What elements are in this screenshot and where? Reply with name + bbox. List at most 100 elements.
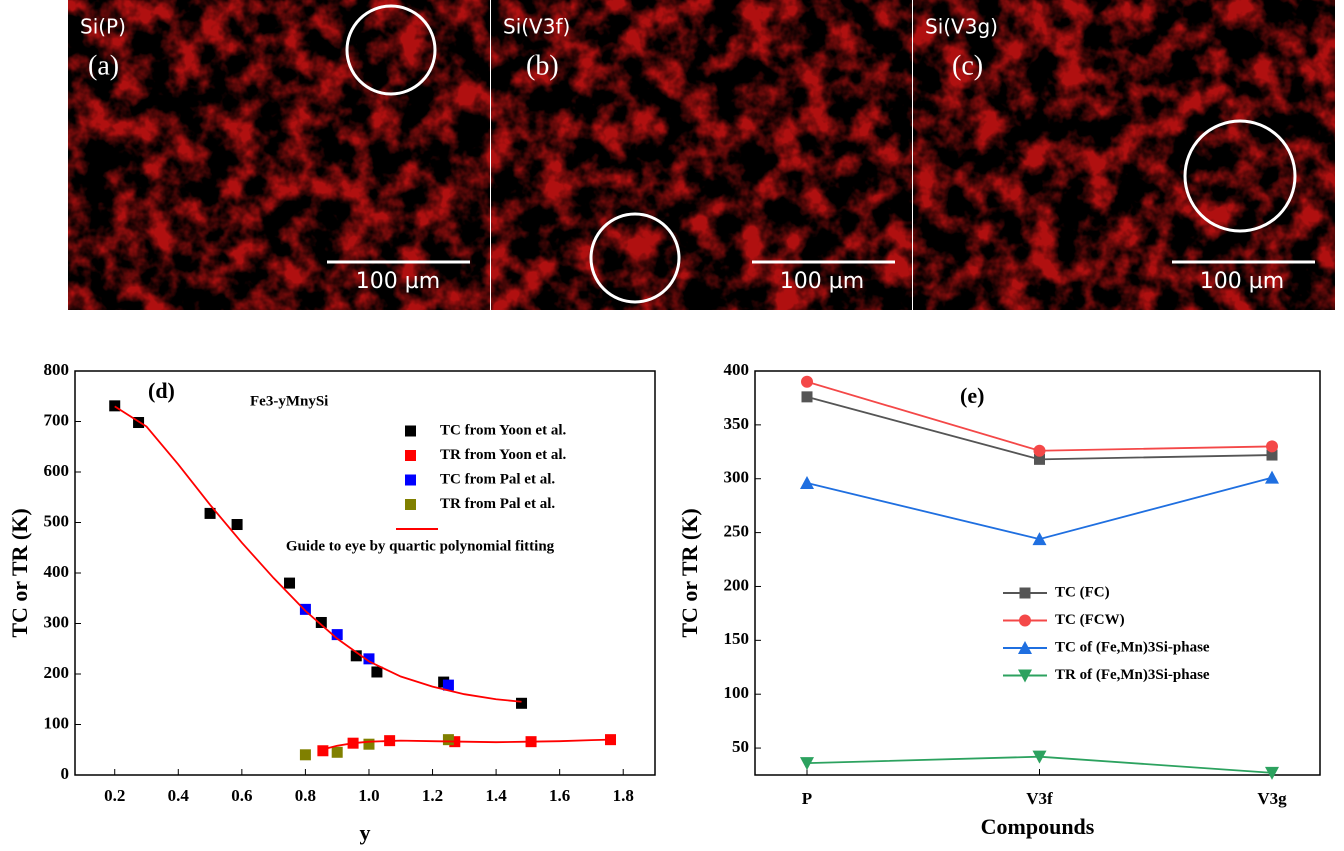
marker xyxy=(299,749,311,761)
marker xyxy=(442,734,454,746)
legend-label: TR from Yoon et al. xyxy=(440,447,566,463)
marker xyxy=(315,616,327,628)
y-tick-label: 400 xyxy=(724,360,750,379)
legend-label: TC from Pal et al. xyxy=(440,471,555,487)
x-tick-label: 1.4 xyxy=(485,786,507,805)
panel-label: (b) xyxy=(526,50,559,81)
marker xyxy=(1018,641,1032,654)
marker xyxy=(1019,614,1031,627)
scale-bar: 100 µm xyxy=(356,269,440,294)
x-tick-label: V3g xyxy=(1257,789,1287,808)
x-axis-label: y xyxy=(360,820,371,845)
sample-name: Si(V3g) xyxy=(925,15,998,39)
legend-marker xyxy=(405,425,416,437)
x-tick-label: 0.8 xyxy=(295,786,316,805)
y-axis-label: TC or TR (K) xyxy=(7,508,32,637)
plot-frame xyxy=(74,370,656,776)
marker xyxy=(1032,532,1047,546)
legend-label: TC (FC) xyxy=(1055,584,1110,600)
x-axis-label: Compounds xyxy=(981,814,1095,839)
y-tick-label: 350 xyxy=(724,414,750,433)
marker xyxy=(284,577,296,589)
y-tick-label: 200 xyxy=(44,663,70,682)
marker xyxy=(231,519,243,531)
micrograph-b: Si(V3f) (b) 100 µm xyxy=(491,0,912,310)
legend-label: TR from Pal et al. xyxy=(440,496,555,512)
marker xyxy=(363,653,375,665)
x-tick-label: P xyxy=(802,789,812,808)
marker xyxy=(1019,587,1031,599)
x-tick-label: 1.6 xyxy=(549,786,570,805)
marker xyxy=(801,391,813,403)
marker xyxy=(800,476,814,490)
x-tick-label: 0.4 xyxy=(168,786,190,805)
marker xyxy=(442,679,454,691)
scale-bar: 100 µm xyxy=(1200,269,1284,294)
x-tick-label: 1.0 xyxy=(358,786,379,805)
y-tick-label: 500 xyxy=(44,511,70,530)
marker xyxy=(1266,440,1278,453)
scale-bar: 100 µm xyxy=(780,269,864,294)
marker xyxy=(1265,766,1279,780)
legend-label: Guide to eye by quartic polynomial fitti… xyxy=(286,538,555,554)
marker xyxy=(1266,449,1278,461)
marker xyxy=(801,375,813,388)
sample-name: Si(V3f) xyxy=(503,15,570,39)
marker xyxy=(1034,453,1045,465)
panel-label: (e) xyxy=(960,383,984,408)
x-tick-label: 1.2 xyxy=(422,786,443,805)
micrograph-a: Si(P) (a) 100 µm xyxy=(68,0,490,310)
marker xyxy=(331,629,343,641)
y-axis-label: TC or TR (K) xyxy=(677,508,702,637)
x-tick-label: V3f xyxy=(1026,789,1053,808)
y-tick-label: 400 xyxy=(44,562,70,581)
legend-marker xyxy=(405,450,416,461)
marker xyxy=(350,650,362,662)
marker xyxy=(800,757,814,771)
marker xyxy=(1265,470,1279,484)
panel-label: (d) xyxy=(148,378,175,403)
x-tick-label: 1.8 xyxy=(613,786,634,805)
marker xyxy=(516,697,528,709)
marker xyxy=(299,603,311,615)
y-tick-label: 200 xyxy=(724,575,750,594)
y-tick-label: 100 xyxy=(724,683,750,702)
y-tick-label: 50 xyxy=(732,737,749,756)
x-tick-label: 0.2 xyxy=(104,786,125,805)
charts: 0.2 0.4 0.6 0.8 1.0 1.2 1.4 1.6 1.8 0 100 200 300 400… xyxy=(7,360,1321,845)
y-tick-label: 300 xyxy=(44,612,70,631)
legend-marker xyxy=(405,499,416,510)
marker xyxy=(371,666,383,678)
y-tick-label: 100 xyxy=(44,713,70,732)
marker xyxy=(1033,444,1046,457)
legend-label: TC (FCW) xyxy=(1055,612,1125,628)
x-tick-label: 0.6 xyxy=(231,786,252,805)
marker xyxy=(204,507,216,519)
marker xyxy=(109,400,121,412)
marker xyxy=(317,745,329,757)
plot-frame xyxy=(754,370,1321,776)
panel-label: (a) xyxy=(88,50,119,81)
micrograph-c: Si(V3g) (c) 100 µm xyxy=(913,0,1335,310)
y-tick-label: 800 xyxy=(44,360,70,379)
fit-line xyxy=(114,405,611,751)
panel-label: (c) xyxy=(952,50,983,81)
y-tick-label: 0 xyxy=(61,764,70,783)
series-line xyxy=(806,476,1273,540)
legend-label: TC of (Fe,Mn)3Si-phase xyxy=(1055,639,1210,655)
legend-marker xyxy=(405,474,416,486)
y-tick-label: 250 xyxy=(724,522,750,541)
marker xyxy=(363,738,375,750)
legend-label: TC from Yoon et al. xyxy=(440,422,566,438)
y-tick-label: 300 xyxy=(724,468,750,487)
marker xyxy=(1032,750,1047,764)
y-tick-label: 150 xyxy=(724,629,750,648)
marker xyxy=(331,746,343,758)
marker xyxy=(1018,669,1032,683)
y-tick-label: 700 xyxy=(44,410,70,429)
y-tick-label: 600 xyxy=(44,461,70,480)
sample-name: Si(P) xyxy=(80,15,126,39)
formula: Fe3-yMnySi xyxy=(250,393,328,409)
legend-label: TR of (Fe,Mn)3Si-phase xyxy=(1055,667,1210,683)
